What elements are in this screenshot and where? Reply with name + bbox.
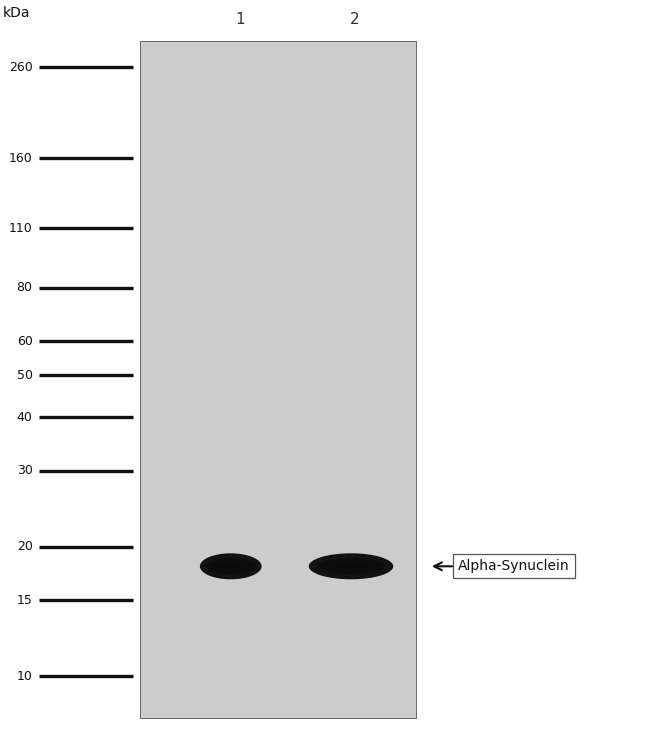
Text: 50: 50 xyxy=(16,369,32,382)
Ellipse shape xyxy=(200,554,261,579)
Text: 20: 20 xyxy=(17,540,32,553)
Text: 260: 260 xyxy=(8,61,32,74)
Text: 60: 60 xyxy=(17,335,32,348)
Ellipse shape xyxy=(317,559,385,574)
Text: 40: 40 xyxy=(17,411,32,423)
Text: 110: 110 xyxy=(8,222,32,235)
Text: 80: 80 xyxy=(16,281,32,294)
Ellipse shape xyxy=(215,562,246,571)
Text: Alpha-Synuclein: Alpha-Synuclein xyxy=(458,559,570,574)
Text: 10: 10 xyxy=(17,670,32,682)
Ellipse shape xyxy=(330,562,372,571)
Text: 2: 2 xyxy=(350,13,359,27)
Text: kDa: kDa xyxy=(3,6,31,20)
Ellipse shape xyxy=(206,559,255,574)
Text: 15: 15 xyxy=(17,594,32,607)
Text: 1: 1 xyxy=(236,13,245,27)
Text: 30: 30 xyxy=(17,465,32,477)
FancyBboxPatch shape xyxy=(140,41,416,718)
Text: 160: 160 xyxy=(8,152,32,164)
Ellipse shape xyxy=(309,554,393,579)
